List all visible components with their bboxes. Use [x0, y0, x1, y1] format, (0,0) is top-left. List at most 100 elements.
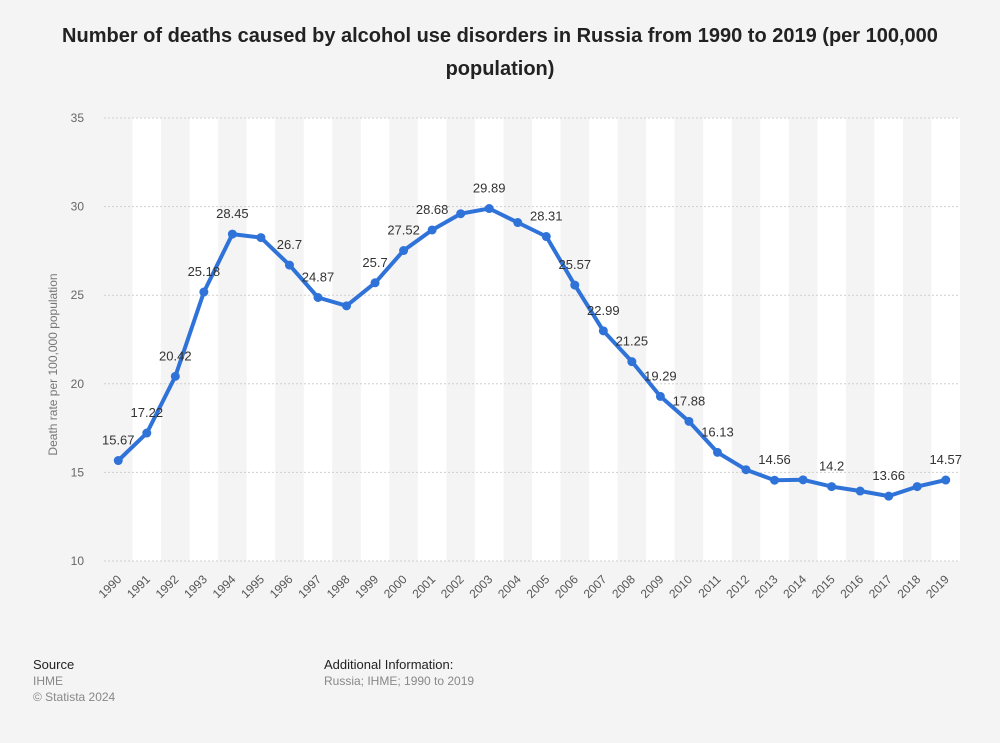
column-band: [817, 118, 846, 561]
x-tick-label: 2016: [837, 572, 866, 601]
data-point: [541, 232, 551, 242]
x-tick-label: 2017: [866, 572, 895, 601]
column-band: [189, 118, 219, 561]
x-tick-label: 1996: [267, 572, 296, 601]
data-point: [342, 301, 352, 311]
additional-info-heading: Additional Information:: [324, 657, 454, 672]
x-tick-label: 2002: [438, 572, 467, 601]
column-band: [646, 118, 675, 561]
x-tick-label: 2008: [609, 572, 638, 601]
column-band: [417, 118, 447, 561]
data-label: 19.29: [644, 368, 677, 383]
data-label: 21.25: [616, 334, 649, 349]
data-label: 24.87: [302, 270, 335, 285]
x-tick-label: 2000: [381, 572, 410, 601]
x-tick-label: 2018: [895, 572, 924, 601]
x-tick-label: 1991: [124, 572, 153, 601]
series-line: [116, 206, 948, 499]
data-label: 28.45: [216, 206, 249, 221]
y-tick-label: 25: [71, 288, 85, 302]
data-point: [170, 371, 180, 381]
data-point: [370, 278, 380, 288]
x-tick-label: 2013: [752, 572, 781, 601]
data-label: 26.7: [277, 237, 302, 252]
x-tick-label: 1992: [153, 572, 182, 601]
column-band: [474, 118, 504, 561]
data-label: 16.13: [701, 424, 734, 439]
column-band: [703, 118, 732, 561]
column-band: [760, 118, 789, 561]
data-point: [741, 465, 751, 475]
x-tick-label: 2005: [524, 572, 553, 601]
data-point: [284, 260, 294, 270]
additional-info-text: Russia; IHME; 1990 to 2019: [324, 674, 475, 688]
x-tick-label: 1994: [210, 572, 239, 601]
data-point: [884, 491, 894, 501]
data-point: [513, 218, 523, 228]
x-tick-label: 2012: [723, 572, 752, 601]
column-band: [532, 118, 561, 561]
data-point: [712, 447, 722, 457]
source-name: IHME: [33, 674, 63, 688]
x-tick-label: 1995: [238, 572, 267, 601]
x-tick-label: 2019: [923, 572, 952, 601]
x-tick-label: 2004: [495, 572, 524, 601]
data-point: [770, 475, 780, 485]
data-point: [113, 456, 123, 466]
y-tick-label: 30: [71, 200, 85, 214]
x-tick-label: 2010: [666, 572, 695, 601]
x-tick-label: 2003: [467, 572, 496, 601]
y-tick-label: 35: [71, 111, 85, 125]
data-label: 14.57: [929, 452, 962, 467]
data-point: [456, 209, 466, 219]
column-band: [874, 118, 903, 561]
data-label: 13.66: [872, 468, 905, 483]
data-label: 25.57: [559, 257, 592, 272]
data-point: [142, 428, 152, 438]
data-point: [684, 416, 694, 426]
data-label: 25.18: [188, 264, 221, 279]
chart-title: Number of deaths caused by alcohol use d…: [62, 25, 938, 80]
additional-info-block: Additional Information: Russia; IHME; 19…: [324, 657, 474, 689]
data-label: 15.67: [102, 433, 135, 448]
x-tick-label: 1990: [96, 572, 125, 601]
data-point: [427, 225, 437, 235]
data-point: [798, 475, 808, 485]
x-tick-label: 2011: [695, 572, 723, 600]
x-tick-label: 2006: [552, 572, 581, 601]
data-label: 25.7: [362, 255, 387, 270]
data-point: [256, 233, 266, 243]
data-label: 28.68: [416, 202, 449, 217]
data-label: 27.52: [387, 223, 420, 238]
column-band: [303, 118, 333, 561]
y-tick-label: 20: [71, 377, 85, 391]
data-label: 29.89: [473, 181, 506, 196]
data-label: 14.2: [819, 459, 844, 474]
x-tick-label: 2014: [780, 572, 809, 601]
x-tick-label: 1997: [295, 572, 324, 601]
y-tick-label: 10: [71, 554, 85, 568]
source-block: Source IHME © Statista 2024: [33, 657, 115, 705]
data-label: 22.99: [587, 303, 620, 318]
x-tick-label: 1998: [324, 572, 353, 601]
x-tick-label: 2015: [809, 572, 838, 601]
data-label: 17.88: [673, 393, 706, 408]
y-axis-label: Death rate per 100,000 population: [46, 273, 60, 455]
data-point: [227, 229, 237, 239]
data-label: 17.22: [131, 405, 164, 420]
data-point: [655, 391, 665, 401]
data-point: [399, 246, 409, 256]
column-band: [132, 118, 162, 561]
column-band: [246, 118, 276, 561]
x-tick-label: 2009: [638, 572, 667, 601]
data-point: [912, 482, 922, 492]
data-point: [598, 326, 608, 336]
x-tick-label: 1993: [181, 572, 210, 601]
data-point: [827, 482, 837, 492]
data-point: [199, 287, 209, 297]
data-point: [484, 204, 494, 214]
column-band: [360, 118, 390, 561]
data-label: 14.56: [758, 452, 791, 467]
data-label: 20.42: [159, 348, 192, 363]
